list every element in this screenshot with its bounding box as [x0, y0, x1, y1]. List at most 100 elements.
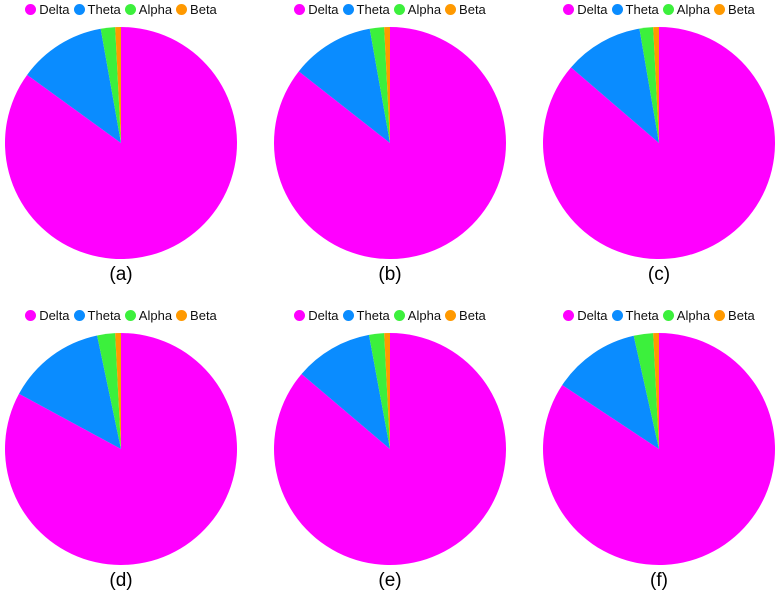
pie-panel: Delta Theta Alpha Beta (b)	[265, 0, 515, 295]
pie-slice-beta	[653, 27, 659, 143]
legend-marker	[563, 309, 575, 321]
legend-label: Beta	[728, 1, 755, 17]
legend: Delta Theta Alpha Beta	[0, 307, 246, 323]
legend-label: Delta	[39, 307, 70, 323]
legend-label: Beta	[190, 307, 217, 323]
panel-caption: (e)	[378, 570, 402, 591]
pie-slice-alpha	[639, 27, 659, 143]
legend-marker	[714, 3, 726, 15]
legend: Delta Theta Alpha Beta	[265, 307, 515, 323]
legend-label: Delta	[577, 307, 608, 323]
legend: Delta Theta Alpha Beta	[0, 1, 246, 17]
pie-slice-theta	[27, 28, 121, 143]
legend-label: Beta	[459, 307, 486, 323]
legend-item: Delta	[563, 1, 608, 17]
legend-marker	[662, 3, 674, 15]
legend: Delta Theta Alpha Beta	[534, 307, 779, 323]
legend-marker	[342, 309, 354, 321]
pie-slice-beta	[653, 333, 659, 449]
legend-marker	[25, 309, 37, 321]
pie-slice-theta	[562, 335, 659, 449]
legend-label: Beta	[459, 1, 486, 17]
legend: Delta Theta Alpha Beta	[265, 1, 515, 17]
legend-item: Beta	[445, 308, 486, 323]
legend-label: Theta	[356, 1, 390, 17]
pie-chart	[543, 27, 776, 259]
legend-label: Beta	[728, 307, 755, 323]
legend-label: Theta	[356, 307, 390, 323]
pie-panel: Delta Theta Alpha Beta (f)	[534, 306, 779, 601]
legend-item: Theta	[611, 307, 659, 323]
pie-slice-beta	[115, 27, 121, 143]
legend-marker	[73, 3, 85, 15]
legend-label: Delta	[308, 307, 339, 323]
legend-marker	[342, 3, 354, 15]
panel-caption: (d)	[109, 570, 133, 591]
legend-label: Alpha	[138, 1, 173, 17]
pie-chart	[274, 27, 507, 259]
pie-slice-theta	[301, 334, 390, 449]
pie-slice-theta	[298, 28, 390, 143]
legend-marker	[176, 3, 188, 15]
pie-slice-delta	[543, 27, 776, 259]
legend-item: Beta	[176, 308, 217, 323]
legend-item: Delta	[25, 1, 70, 17]
legend-label: Alpha	[676, 307, 711, 323]
legend-marker	[294, 3, 306, 15]
panel-caption: (b)	[378, 264, 402, 285]
legend-marker	[294, 309, 306, 321]
legend-item: Beta	[714, 308, 755, 323]
pie-panel: Delta Theta Alpha Beta (d)	[0, 306, 246, 601]
pie-slice-alpha	[100, 27, 121, 143]
legend-marker	[611, 3, 623, 15]
legend-item: Delta	[294, 1, 339, 17]
pie-slice-alpha	[369, 27, 390, 143]
legend-item: Alpha	[662, 1, 711, 17]
legend-item: Alpha	[124, 307, 173, 323]
pie-chart	[4, 27, 237, 259]
legend-marker	[393, 309, 405, 321]
panel-caption: (c)	[647, 264, 671, 285]
legend-marker	[611, 309, 623, 321]
legend-label: Theta	[625, 1, 659, 17]
legend-item: Alpha	[393, 307, 442, 323]
legend-item: Beta	[445, 2, 486, 17]
pie-slice-delta	[543, 333, 776, 565]
pie-slice-beta	[384, 333, 390, 449]
legend-item: Theta	[342, 1, 390, 17]
pie-slice-alpha	[97, 333, 121, 449]
legend-label: Delta	[577, 1, 608, 17]
legend-label: Delta	[308, 1, 339, 17]
legend-label: Theta	[87, 1, 121, 17]
legend-item: Delta	[294, 307, 339, 323]
legend-marker	[124, 3, 136, 15]
legend-item: Beta	[176, 2, 217, 17]
pie-panel: Delta Theta Alpha Beta (e)	[265, 306, 515, 601]
legend-marker	[445, 3, 457, 15]
legend-label: Alpha	[138, 307, 173, 323]
legend-marker	[73, 309, 85, 321]
legend-item: Theta	[73, 1, 121, 17]
pie-chart	[543, 333, 776, 565]
legend-label: Alpha	[676, 1, 711, 17]
legend-label: Delta	[39, 1, 70, 17]
legend-marker	[124, 309, 136, 321]
legend-item: Theta	[73, 307, 121, 323]
legend-label: Alpha	[407, 307, 442, 323]
legend-label: Theta	[87, 307, 121, 323]
legend-marker	[662, 309, 674, 321]
panel-caption: (f)	[650, 570, 668, 591]
legend-item: Delta	[25, 307, 70, 323]
legend-item: Alpha	[662, 307, 711, 323]
legend-item: Beta	[714, 2, 755, 17]
pie-panel: Delta Theta Alpha Beta (c)	[534, 0, 779, 295]
pie-slice-alpha	[368, 333, 390, 449]
pie-slice-delta	[274, 333, 507, 565]
legend-marker	[445, 309, 457, 321]
pie-slice-delta	[274, 27, 507, 259]
pie-slice-delta	[5, 333, 238, 565]
legend-item: Theta	[611, 1, 659, 17]
pie-slice-beta	[115, 333, 121, 449]
legend-label: Theta	[625, 307, 659, 323]
legend-marker	[25, 3, 37, 15]
